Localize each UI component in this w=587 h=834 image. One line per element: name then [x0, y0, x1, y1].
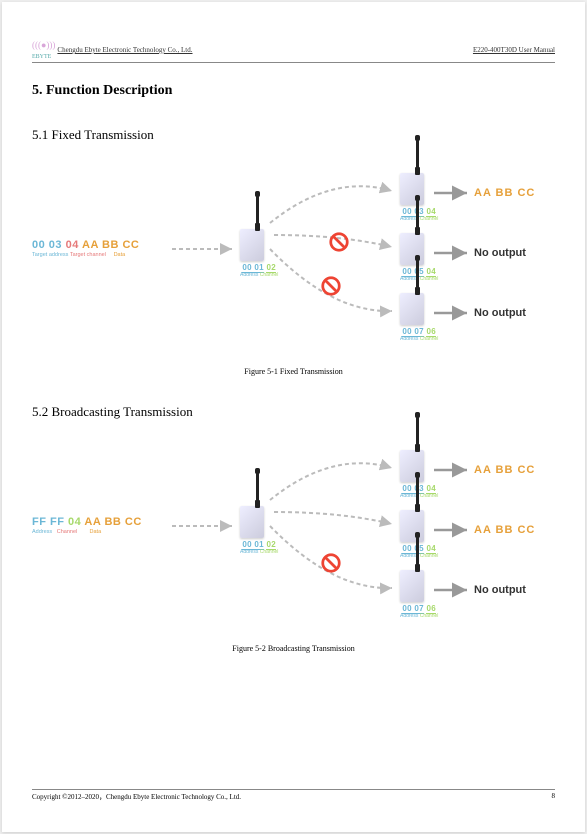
no-sign-1c — [320, 275, 342, 297]
no-sign-2c — [320, 552, 342, 574]
page-header: (((●)))EBYTE Chengdu Ebyte Electronic Te… — [32, 40, 555, 63]
module-body — [240, 229, 264, 261]
subsection-1-title: 5.1 Fixed Transmission — [32, 127, 555, 143]
copyright-text: Copyright ©2012–2020，Chengdu Ebyte Elect… — [32, 792, 241, 802]
logo-block: (((●)))EBYTE Chengdu Ebyte Electronic Te… — [32, 40, 193, 60]
source-packet-1: 00 03 04 AA BB CC Target address Target … — [32, 239, 139, 258]
manual-title: E220-400T30D User Manual — [473, 46, 555, 54]
caption-1: Figure 5-1 Fixed Transmission — [32, 367, 555, 376]
caption-2: Figure 5-2 Broadcasting Transmission — [32, 644, 555, 653]
fixed-transmission-diagram: 00 03 04 AA BB CC Target address Target … — [32, 153, 552, 363]
sender-addr-1: 00 01 02 — [240, 263, 278, 272]
sender-module-1: 00 01 02 Address Channel — [240, 229, 278, 278]
page-footer: Copyright ©2012–2020，Chengdu Ebyte Elect… — [32, 789, 555, 802]
source-packet-text-1: 00 03 04 AA BB CC — [32, 239, 139, 251]
no-sign-1b — [328, 231, 350, 253]
rx-out-2a: AA BB CC — [474, 464, 535, 476]
sender-module-2: 00 01 02 Address Channel — [240, 506, 278, 555]
rx-out-1c: No output — [474, 307, 526, 319]
company-name: Chengdu Ebyte Electronic Technology Co.,… — [57, 46, 192, 54]
page-number: 8 — [552, 792, 556, 802]
document-page: (((●)))EBYTE Chengdu Ebyte Electronic Te… — [2, 2, 585, 832]
source-packet-labels-1: Target address Target channel Data — [32, 252, 139, 258]
rx-out-2c: No output — [474, 584, 526, 596]
rx-out-1b: No output — [474, 247, 526, 259]
broadcast-transmission-diagram: FF FF 04 AA BB CC Address Channel Data 0… — [32, 430, 552, 640]
source-packet-2: FF FF 04 AA BB CC Address Channel Data — [32, 516, 142, 535]
subsection-2-title: 5.2 Broadcasting Transmission — [32, 404, 555, 420]
ebyte-logo-icon: (((●)))EBYTE — [32, 40, 55, 60]
rx-out-2b: AA BB CC — [474, 524, 535, 536]
rx-out-1a: AA BB CC — [474, 187, 535, 199]
rx-module-1c: 00 07 06 Address Channel — [400, 293, 438, 342]
rx-module-2c: 00 07 06 Address Channel — [400, 570, 438, 619]
section-title: 5. Function Description — [32, 83, 555, 99]
